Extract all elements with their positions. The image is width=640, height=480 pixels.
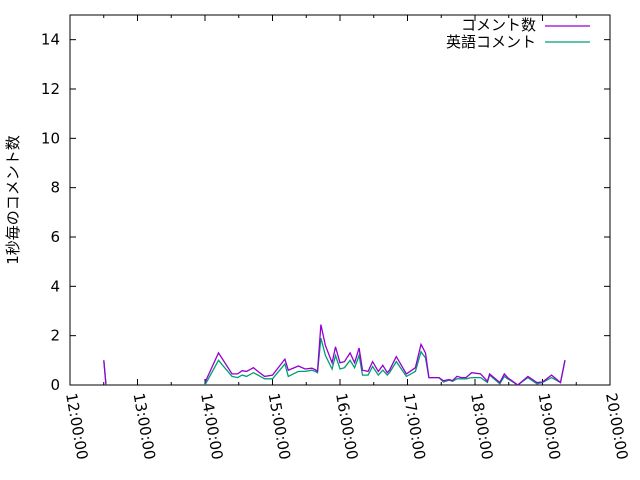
y-tick-label: 14 [41,31,60,49]
series-line-1 [103,337,566,386]
x-tick-label: 15:00:00 [265,392,294,461]
x-tick-label: 13:00:00 [130,392,159,461]
x-tick-label: 12:00:00 [62,392,91,461]
x-tick-label: 18:00:00 [467,392,496,461]
x-tick-label: 20:00:00 [602,392,631,461]
x-tick-label: 19:00:00 [535,392,564,461]
x-tick-label: 14:00:00 [197,392,226,461]
y-tick-label: 0 [50,376,60,394]
y-axis-label: 1秒毎のコメント数 [4,135,22,265]
y-tick-label: 4 [50,277,60,295]
legend-label-0: コメント数 [461,16,536,34]
plot-border [69,14,611,386]
legend: コメント数 英語コメント [446,16,590,51]
legend-label-1: 英語コメント [446,33,536,51]
y-tick-label: 8 [50,179,60,197]
y-tick-label: 12 [41,80,60,98]
y-tick-label: 2 [50,327,60,345]
series-line-0 [103,324,566,386]
x-tick-label: 16:00:00 [332,392,361,461]
y-tick-label: 10 [41,129,60,147]
y-tick-label: 6 [50,228,60,246]
x-tick-label: 17:00:00 [400,392,429,461]
